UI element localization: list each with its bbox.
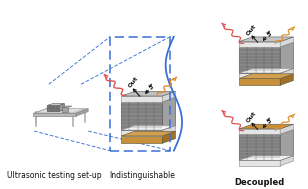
Text: Ultrasonic testing set-up: Ultrasonic testing set-up bbox=[7, 171, 102, 180]
Polygon shape bbox=[59, 104, 64, 112]
Polygon shape bbox=[280, 74, 293, 85]
Polygon shape bbox=[280, 37, 293, 47]
Text: Decoupled: Decoupled bbox=[235, 178, 285, 187]
Polygon shape bbox=[162, 91, 176, 102]
Polygon shape bbox=[280, 130, 293, 160]
Polygon shape bbox=[239, 74, 293, 78]
Polygon shape bbox=[239, 134, 280, 160]
Polygon shape bbox=[162, 97, 176, 130]
Polygon shape bbox=[121, 125, 176, 130]
Polygon shape bbox=[239, 129, 280, 134]
Polygon shape bbox=[162, 125, 176, 136]
Polygon shape bbox=[239, 42, 280, 47]
Polygon shape bbox=[33, 109, 88, 113]
Polygon shape bbox=[239, 47, 280, 73]
Text: In: In bbox=[263, 117, 271, 125]
Text: In: In bbox=[263, 30, 271, 38]
Polygon shape bbox=[33, 113, 76, 116]
Polygon shape bbox=[47, 104, 64, 105]
Polygon shape bbox=[280, 124, 293, 134]
Polygon shape bbox=[121, 91, 176, 96]
Polygon shape bbox=[280, 156, 293, 166]
Polygon shape bbox=[280, 42, 293, 73]
Text: Out: Out bbox=[246, 23, 258, 36]
Polygon shape bbox=[162, 131, 176, 143]
Polygon shape bbox=[239, 37, 293, 42]
Text: Indistinguishable: Indistinguishable bbox=[110, 171, 176, 180]
Polygon shape bbox=[47, 105, 59, 112]
Polygon shape bbox=[239, 68, 293, 73]
Polygon shape bbox=[121, 131, 176, 136]
Polygon shape bbox=[76, 109, 88, 116]
Text: In: In bbox=[146, 83, 154, 91]
Polygon shape bbox=[239, 78, 280, 85]
Polygon shape bbox=[239, 73, 280, 78]
Polygon shape bbox=[62, 106, 72, 107]
Polygon shape bbox=[239, 124, 293, 129]
Polygon shape bbox=[121, 136, 162, 143]
Text: Out: Out bbox=[128, 76, 140, 89]
Polygon shape bbox=[239, 156, 293, 160]
Polygon shape bbox=[36, 109, 84, 113]
Polygon shape bbox=[121, 102, 162, 130]
Text: Out: Out bbox=[246, 111, 258, 124]
Polygon shape bbox=[121, 130, 162, 136]
Polygon shape bbox=[239, 160, 280, 166]
Polygon shape bbox=[62, 107, 68, 112]
Polygon shape bbox=[121, 96, 162, 102]
Polygon shape bbox=[280, 68, 293, 78]
